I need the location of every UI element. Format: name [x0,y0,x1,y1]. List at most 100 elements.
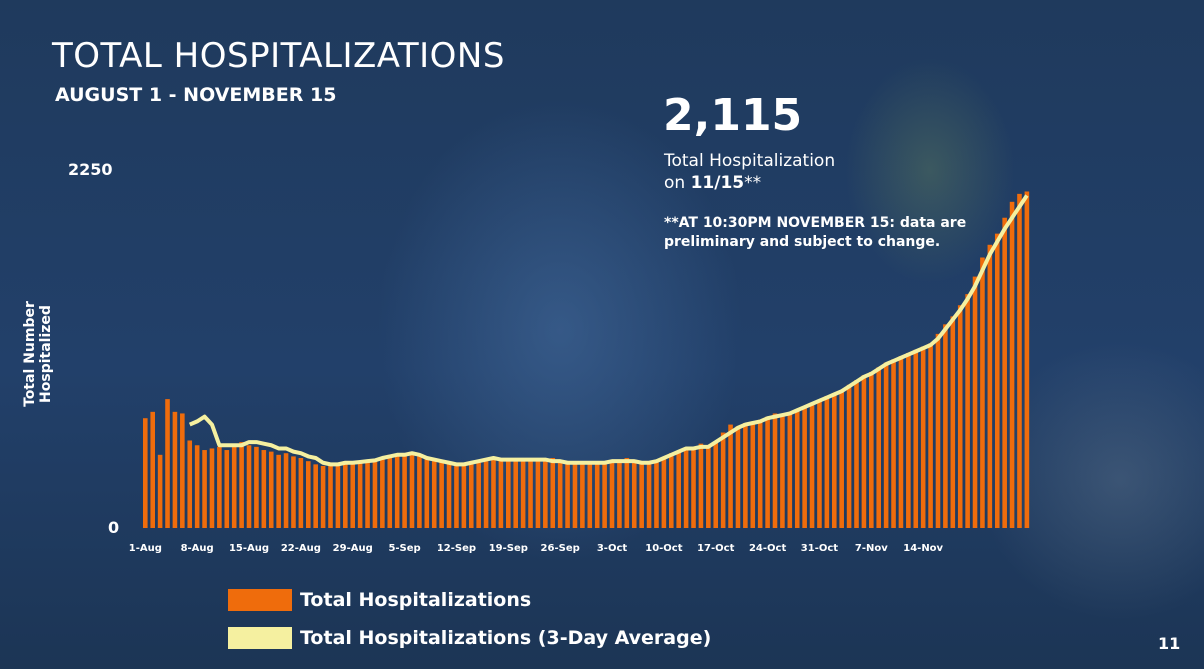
bar [402,453,407,528]
bar [476,462,481,528]
bar [869,372,874,528]
bar [891,359,896,528]
bar [980,257,985,528]
x-tick-label: 5-Sep [388,543,420,554]
bar [491,459,496,528]
legend-item-total: Total Hospitalizations [228,588,531,612]
legend-label-avg: Total Hospitalizations (3-Day Average) [300,627,712,649]
bar [698,443,704,528]
bar [446,462,452,528]
bar [468,464,474,528]
bar [394,456,400,528]
bar [565,462,570,528]
callout-preliminary-note: **AT 10:30PM NOVEMBER 15: data are preli… [664,215,967,250]
bar [950,316,956,528]
bar [224,450,230,528]
y-tick-zero: 0 [108,518,120,537]
x-tick-label: 19-Sep [489,543,528,554]
bar [957,305,963,528]
bar [594,464,600,528]
bar [431,459,437,528]
bar [320,465,326,528]
bar [246,445,252,528]
bar [994,233,1000,528]
bar [454,464,459,528]
bar [624,457,630,528]
y-tick-max: 2250 [68,160,113,179]
bar [350,462,356,528]
bar [365,461,370,528]
bar [268,451,274,528]
bar [794,410,800,528]
callout-label-line2: on 11/15** [664,172,835,194]
bar [483,461,489,528]
bar [283,453,289,528]
x-tick-label: 17-Oct [697,543,734,554]
bar [305,461,311,528]
legend-swatch-total [228,589,292,611]
bar [1017,193,1022,528]
bar [409,451,415,528]
bar [172,411,178,528]
bar [787,413,793,528]
bar [439,461,444,528]
bar [417,456,422,528]
bar [498,457,504,528]
x-tick-label: 22-Aug [281,543,321,554]
callout-label: Total Hospitalization on 11/15** [664,150,835,194]
bar [631,461,637,528]
bar [217,446,222,528]
bar [543,459,548,528]
bar [180,413,185,528]
bar [765,416,770,528]
bar [298,457,304,528]
bars-group [143,191,1030,529]
bar [668,453,674,528]
bar [839,391,844,528]
bar [817,400,822,528]
bar [928,343,933,528]
bar [165,399,170,528]
bar [194,445,200,528]
bar [683,448,689,528]
bar [239,442,244,528]
bar [1002,217,1007,529]
callout-label-line1: Total Hospitalization [664,151,836,171]
bar [772,413,778,528]
avg-line [188,194,1029,467]
bar [661,457,667,528]
bar [528,459,533,528]
bar [943,324,948,528]
bar [150,411,155,528]
bar [757,419,763,528]
callout-on: on [664,173,691,193]
bar [580,462,585,528]
bar [935,333,941,528]
bar [743,422,748,528]
bar [920,346,926,528]
bar [276,454,281,528]
bar [609,461,615,528]
bar [1024,191,1030,529]
bar [898,356,904,528]
bar [987,244,993,528]
x-tick-label: 14-Nov [903,543,943,554]
bar [209,448,215,528]
bar [343,461,348,528]
bar [328,464,333,528]
bar [706,445,711,528]
x-tick-label: 1-Aug [129,543,162,554]
x-tick-label: 15-Aug [229,543,269,554]
bar [143,418,148,528]
bar [735,426,741,528]
x-tick-label: 7-Nov [855,543,888,554]
bar [831,394,837,528]
bar [313,464,318,528]
bar [387,454,393,528]
bar [780,415,785,528]
bar [617,459,622,528]
legend-item-avg: Total Hospitalizations (3-Day Average) [228,626,711,650]
page-title: TOTAL HOSPITALIZATIONS [52,36,505,76]
bar [846,384,852,528]
bar [557,461,563,528]
